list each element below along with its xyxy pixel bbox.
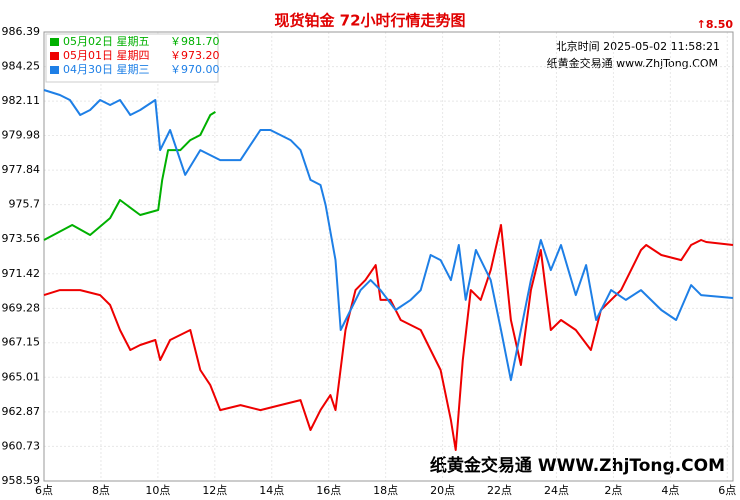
y-tick-label: 986.39 xyxy=(2,25,41,38)
y-tick-label: 973.56 xyxy=(2,232,41,245)
y-tick-label: 979.98 xyxy=(2,129,41,142)
legend-swatch xyxy=(50,52,59,60)
y-tick-label: 977.84 xyxy=(2,163,41,176)
plot-frame xyxy=(43,31,734,482)
y-tick-label: 971.42 xyxy=(2,267,41,280)
change: ↑8.50 xyxy=(697,18,734,31)
x-tick-label: 24点 xyxy=(544,484,569,497)
legend-label: 04月30日 星期三 xyxy=(63,63,150,76)
legend-value: ￥970.00 xyxy=(170,63,220,76)
x-tick-label: 10点 xyxy=(145,484,170,497)
x-tick-label: 14点 xyxy=(259,484,284,497)
chart-title: 现货铂金 72小时行情走势图 xyxy=(274,12,465,30)
y-tick-label: 965.01 xyxy=(2,370,41,383)
x-tick-label: 6点 xyxy=(718,484,736,497)
y-tick-label: 982.11 xyxy=(2,94,41,107)
y-tick-label: 975.7 xyxy=(9,198,41,211)
x-tick-label: 18点 xyxy=(373,484,398,497)
watermark: 纸黄金交易通 WWW.ZhjTong.COM xyxy=(430,455,725,476)
x-tick-label: 12点 xyxy=(202,484,227,497)
y-tick-label: 969.28 xyxy=(2,301,41,314)
legend-swatch xyxy=(50,38,59,46)
source-text: 纸黄金交易通 www.ZhjTong.COM xyxy=(547,56,718,70)
x-tick-label: 22点 xyxy=(487,484,512,497)
series-line xyxy=(43,89,734,382)
legend-label: 05月02日 星期五 xyxy=(63,35,150,48)
y-tick-label: 958.59 xyxy=(2,474,41,487)
y-tick-label: 984.25 xyxy=(2,60,41,73)
legend-swatch xyxy=(50,66,59,74)
x-tick-label: 6点 xyxy=(35,484,53,497)
x-tick-label: 8点 xyxy=(92,484,110,497)
legend-box xyxy=(45,33,219,83)
x-tick-label: 16点 xyxy=(316,484,341,497)
x-tick-label: 2点 xyxy=(604,484,622,497)
y-tick-label: 967.15 xyxy=(2,336,41,349)
time-text: 北京时间 2025-05-02 11:58:21 xyxy=(556,39,720,53)
x-tick-label: 4点 xyxy=(661,484,679,497)
y-tick-label: 962.87 xyxy=(2,405,41,418)
y-tick-label: 960.73 xyxy=(2,439,41,452)
series-line xyxy=(43,111,216,241)
legend-value: ￥981.70 xyxy=(170,35,220,48)
legend-value: ￥973.20 xyxy=(170,49,220,62)
legend-label: 05月01日 星期四 xyxy=(63,49,150,62)
x-tick-label: 20点 xyxy=(430,484,455,497)
